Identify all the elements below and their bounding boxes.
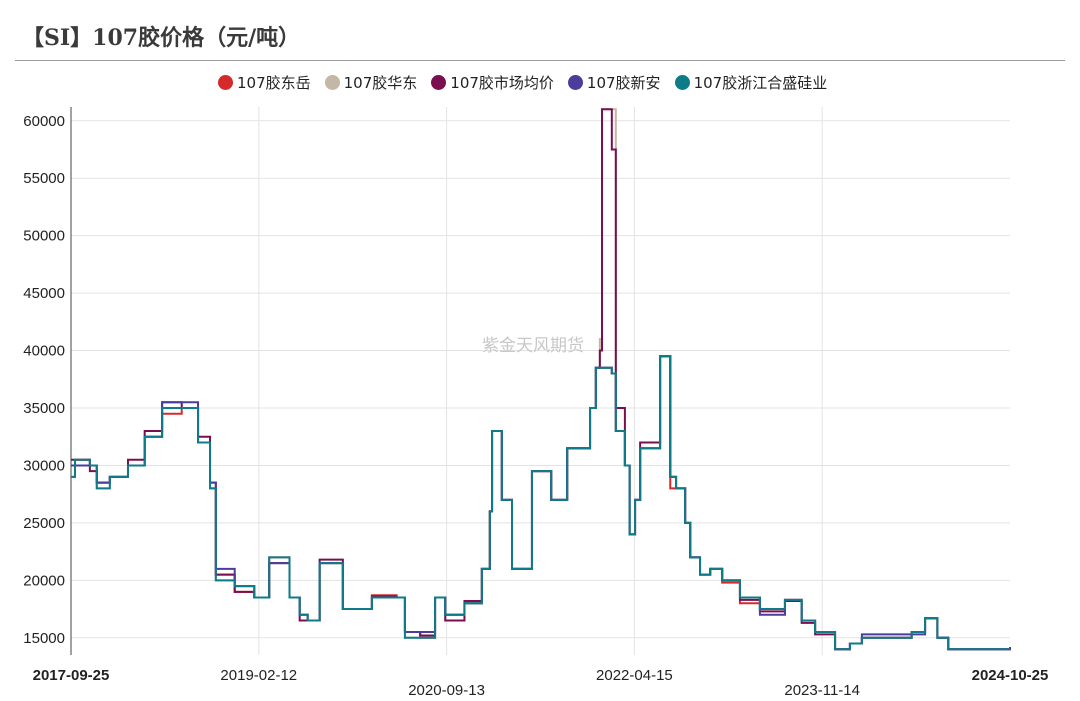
- legend-item[interactable]: 107胶市场均价: [431, 72, 554, 93]
- legend-label: 107胶市场均价: [450, 74, 554, 92]
- x-tick-label: 2019-02-12: [220, 667, 297, 684]
- series-line-4: [71, 355, 1010, 651]
- series-line-1: [71, 108, 1010, 651]
- title-divider: [15, 60, 1065, 61]
- x-tick-label: 2020-09-13: [408, 682, 485, 699]
- legend-item[interactable]: 107胶浙江合盛硅业: [674, 72, 828, 93]
- legend: 107胶东岳 107胶华东 107胶市场均价 107胶新安 107胶浙江合盛硅业: [218, 72, 827, 93]
- y-tick-label: 20000: [23, 572, 65, 589]
- y-tick-label: 30000: [23, 457, 65, 474]
- legend-label: 107胶华东: [343, 74, 418, 92]
- chart-title: 【SI】107胶价格（元/吨）: [22, 25, 301, 51]
- watermark: 紫金天风期货: [482, 336, 584, 356]
- x-tick-label: 2017-09-25: [33, 667, 110, 684]
- series-line-2: [71, 108, 1010, 651]
- series-line-0: [71, 355, 1011, 651]
- legend-marker-icon: [218, 75, 233, 90]
- series-line-3: [71, 355, 1011, 651]
- y-tick-label: 25000: [23, 515, 65, 532]
- y-tick-label: 55000: [23, 170, 65, 187]
- y-tick-label: 40000: [23, 343, 65, 360]
- y-tick-label: 45000: [23, 285, 65, 302]
- legend-label: 107胶新安: [586, 74, 661, 92]
- legend-marker-icon: [674, 75, 690, 90]
- y-tick-label: 60000: [23, 113, 65, 130]
- legend-marker-icon: [567, 75, 583, 90]
- legend-marker-icon: [324, 75, 340, 90]
- y-tick-label: 50000: [23, 228, 65, 245]
- legend-item[interactable]: 107胶新安: [567, 72, 661, 93]
- y-tick-label: 15000: [23, 630, 65, 647]
- x-tick-label: 2023-11-14: [784, 682, 860, 699]
- x-tick-label: 2024-10-25: [972, 667, 1049, 684]
- legend-item[interactable]: 107胶东岳: [218, 72, 311, 93]
- legend-label: 107胶浙江合盛硅业: [693, 74, 828, 92]
- legend-item[interactable]: 107胶华东: [324, 72, 418, 93]
- legend-label: 107胶东岳: [237, 74, 311, 92]
- legend-marker-icon: [431, 75, 447, 90]
- x-tick-label: 2022-04-15: [596, 667, 673, 684]
- y-tick-label: 35000: [23, 400, 65, 417]
